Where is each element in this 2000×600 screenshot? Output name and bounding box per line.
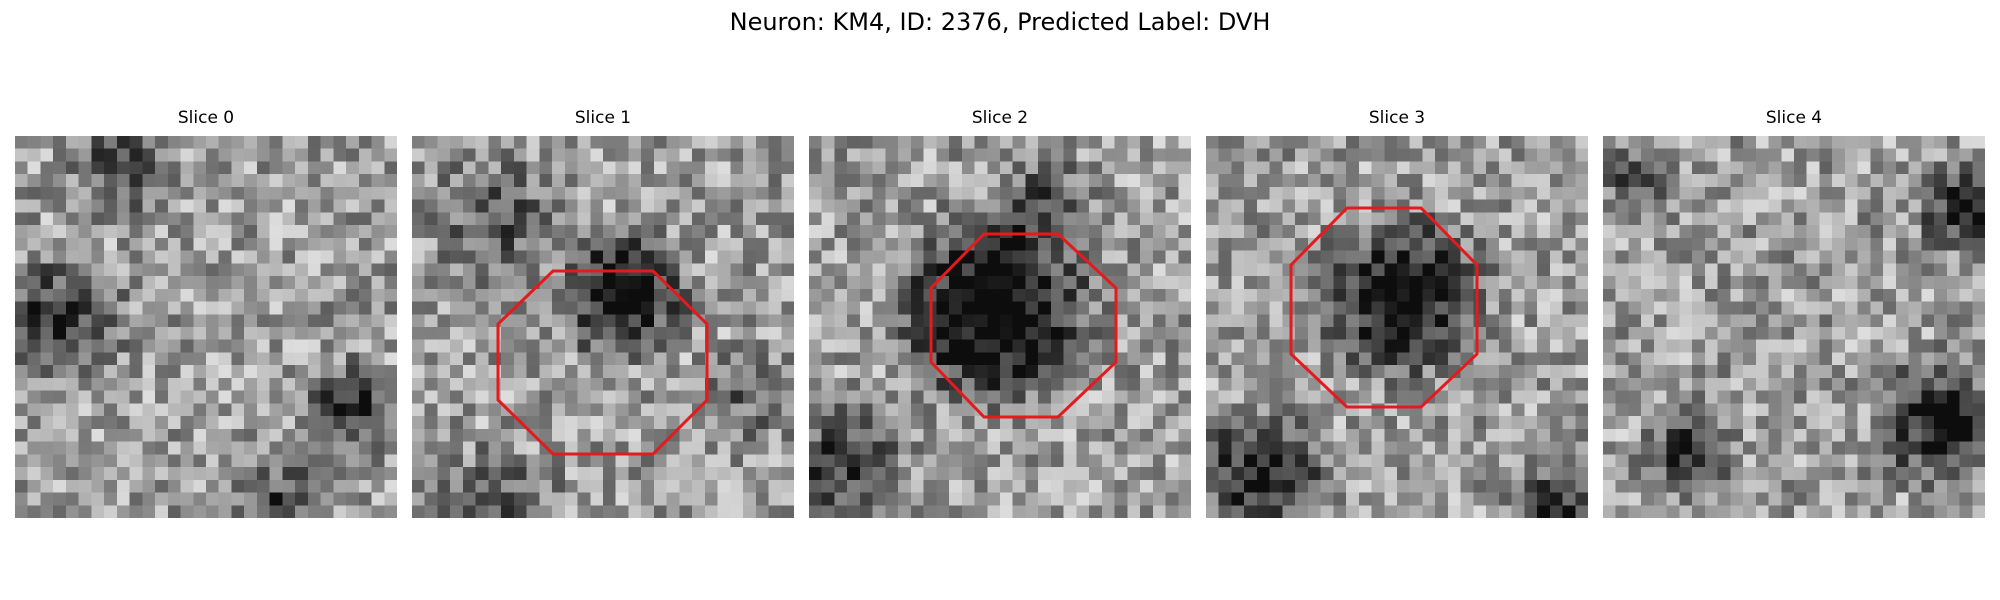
slice-title: Slice 0	[177, 108, 235, 128]
slice-title: Slice 3	[1368, 108, 1426, 128]
slice-title: Slice 1	[574, 108, 632, 128]
slice-image	[15, 136, 397, 518]
slice-image	[1206, 136, 1588, 518]
slice-title: Slice 4	[1765, 108, 1823, 128]
slice-panel-0: Slice 0	[15, 108, 397, 518]
slice-panel-1: Slice 1	[412, 108, 794, 518]
slice-image	[809, 136, 1191, 518]
slice-image	[412, 136, 794, 518]
slice-panel-3: Slice 3	[1206, 108, 1588, 518]
slice-panel-2: Slice 2	[809, 108, 1191, 518]
slice-panel-4: Slice 4	[1603, 108, 1985, 518]
figure-title: Neuron: KM4, ID: 2376, Predicted Label: …	[729, 8, 1271, 36]
slice-title: Slice 2	[971, 108, 1029, 128]
slice-image	[1603, 136, 1985, 518]
